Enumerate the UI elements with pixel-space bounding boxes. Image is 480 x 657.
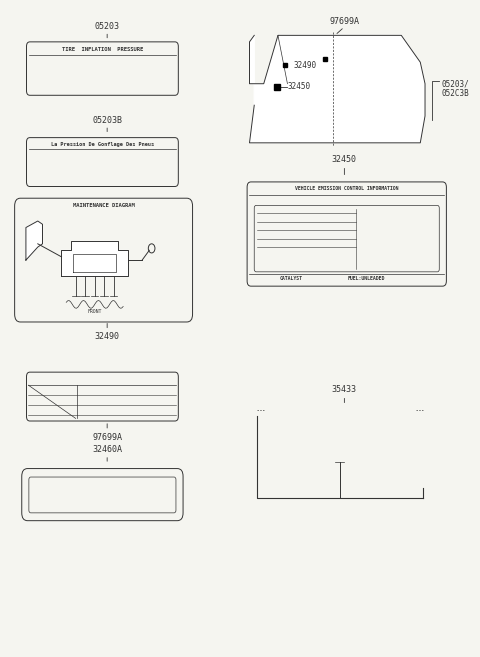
Text: 32490: 32490 xyxy=(293,61,316,70)
Text: 05203/
052C3B: 05203/ 052C3B xyxy=(442,79,469,99)
Text: 05203B: 05203B xyxy=(92,116,122,125)
Text: 32460A: 32460A xyxy=(92,445,122,454)
FancyBboxPatch shape xyxy=(247,182,446,286)
FancyBboxPatch shape xyxy=(26,137,179,187)
FancyBboxPatch shape xyxy=(14,198,192,322)
Text: 32450: 32450 xyxy=(332,155,357,164)
Text: FRONT: FRONT xyxy=(87,309,102,314)
FancyBboxPatch shape xyxy=(26,372,179,421)
FancyBboxPatch shape xyxy=(26,42,179,95)
Text: MAINTENANCE DIAGRAM: MAINTENANCE DIAGRAM xyxy=(73,203,134,208)
Polygon shape xyxy=(250,35,425,143)
FancyBboxPatch shape xyxy=(254,206,439,272)
Text: 97699A: 97699A xyxy=(92,433,122,442)
Text: VEHICLE EMISSION CONTROL INFORMATION: VEHICLE EMISSION CONTROL INFORMATION xyxy=(295,187,398,191)
Text: TIRE  INFLATION  PRESSURE: TIRE INFLATION PRESSURE xyxy=(62,47,143,52)
Text: FUEL:UNLEADED: FUEL:UNLEADED xyxy=(348,276,385,281)
Text: CATALYST: CATALYST xyxy=(279,276,302,281)
Text: 35433: 35433 xyxy=(332,384,357,394)
Text: 05203: 05203 xyxy=(95,22,120,31)
FancyBboxPatch shape xyxy=(29,477,176,513)
Text: 32450: 32450 xyxy=(288,82,311,91)
Polygon shape xyxy=(61,240,128,277)
Polygon shape xyxy=(26,221,43,260)
Text: 32490: 32490 xyxy=(95,332,120,342)
Text: La Pression De Gonflage Des Pneus: La Pression De Gonflage Des Pneus xyxy=(51,142,154,147)
FancyBboxPatch shape xyxy=(22,468,183,521)
Text: 97699A: 97699A xyxy=(329,16,360,26)
